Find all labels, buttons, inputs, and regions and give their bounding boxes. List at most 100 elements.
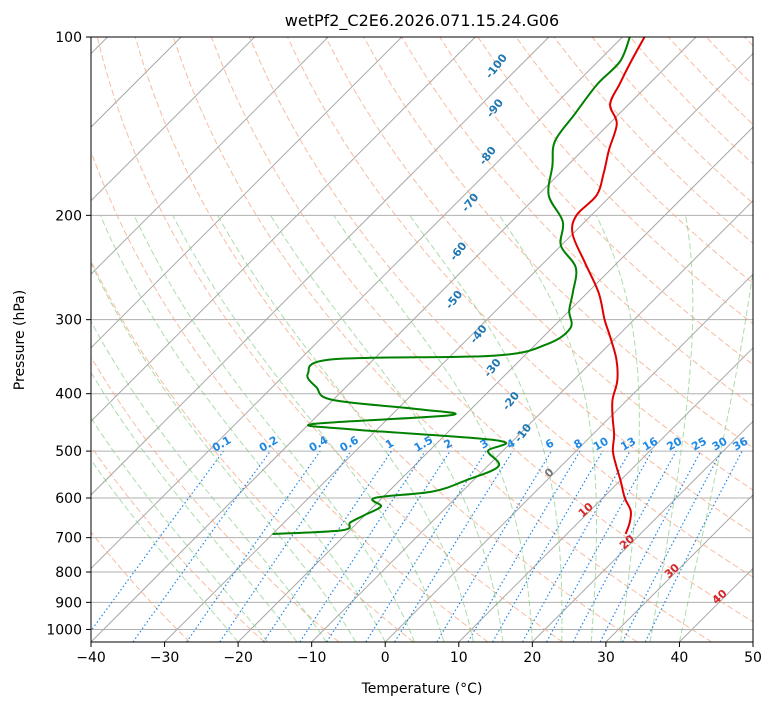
x-tick-label: 0: [381, 650, 390, 666]
line-labels: 0.1 0.2 0.4 0.6 1 1.5 2 3 4 6 8 10 13 16 20 25 30 3601020…: [210, 51, 750, 607]
mixing-ratio-line: [132, 450, 271, 642]
dry-adiabat-label: -70: [459, 191, 482, 215]
moist-adiabat-line: [91, 261, 357, 642]
dry-adiabat-line: [172, 37, 713, 642]
dry-adiabat-line: [210, 37, 753, 623]
mixing-ratio-line: [572, 450, 677, 642]
x-tick-label: 10: [450, 650, 468, 666]
mixing-ratio-line: [186, 450, 321, 642]
mixing-ratio-line: [394, 450, 514, 642]
x-tick-label: 40: [671, 650, 689, 666]
x-tick-label: −20: [223, 650, 253, 666]
moist-adiabat-line: [595, 215, 640, 642]
temperature-line: [571, 37, 646, 535]
y-tick-label: 400: [55, 387, 82, 403]
y-tick-label: 800: [55, 565, 82, 581]
dry-adiabat-line: [91, 445, 265, 642]
moist-adiabat-line: [649, 215, 694, 642]
moist-adiabat-line: [678, 266, 753, 642]
isotherm-line: [91, 37, 329, 275]
dry-adiabat-label: -10: [512, 421, 535, 445]
dry-adiabat-line: [91, 259, 414, 642]
y-tick-label: 1000: [46, 622, 82, 638]
profile-lines: [272, 37, 646, 535]
mixing-ratio-line: [219, 450, 352, 642]
moist-adiabat-line: [333, 215, 533, 642]
isotherm-line: [605, 494, 753, 642]
dry-adiabat-line: [439, 37, 753, 366]
dewpoint-line: [272, 37, 631, 535]
x-tick-label: 20: [523, 650, 541, 666]
dry-adiabat-line: [744, 37, 753, 47]
dry-adiabat-line: [91, 356, 340, 642]
isotherm-line: [531, 420, 753, 642]
plot-frame: [90, 36, 754, 643]
dry-adiabat-label: -20: [500, 389, 523, 413]
moist-adiabat-line: [270, 215, 504, 642]
isotherm-line: [91, 37, 256, 202]
dry-adiabat-line: [91, 150, 489, 642]
isotherm-line: [311, 199, 753, 642]
isotherm-label: 40: [710, 587, 730, 607]
isotherm-label: 10: [576, 500, 596, 520]
y-tick-label: 500: [55, 444, 82, 460]
mixing-ratio-line: [262, 450, 392, 642]
background-lines: [91, 37, 753, 642]
y-tick-label: 600: [55, 491, 82, 507]
isotherm-line: [237, 126, 753, 642]
moist-adiabat-line: [91, 320, 327, 642]
dry-adiabat-line: [91, 531, 191, 642]
moist-adiabat-line: [133, 215, 416, 642]
dry-adiabat-line: [96, 37, 563, 642]
isotherm-line: [91, 37, 476, 423]
dry-adiabat-line: [705, 37, 753, 86]
dry-adiabat-label: -30: [481, 356, 504, 380]
isotherm-line: [752, 641, 753, 642]
mixing-ratio-label: 2: [442, 437, 455, 452]
mixing-ratio-line: [521, 450, 631, 642]
dry-adiabat-line: [591, 37, 753, 204]
dry-adiabat-line: [401, 37, 753, 407]
isotherm-line: [91, 37, 697, 642]
x-axis-label: Temperature (°C): [361, 681, 483, 697]
x-axis: −40 −30 −20 −10 0 10 20 30 40 50: [76, 642, 762, 666]
dry-adiabat-label: -40: [467, 322, 490, 346]
x-tick-label: 50: [744, 650, 762, 666]
moist-adiabat-line: [409, 215, 563, 642]
isotherm-line: [91, 37, 623, 570]
isotherm-line: [91, 37, 550, 496]
mixing-ratio-line: [546, 450, 653, 642]
y-axis-label: Pressure (hPa): [12, 290, 28, 390]
x-tick-label: −30: [150, 650, 180, 666]
dry-adiabat-label: -50: [443, 288, 466, 312]
chart-title: wetPf2_C2E6.2026.071.15.24.G06: [285, 11, 559, 31]
x-tick-label: −10: [297, 650, 327, 666]
isotherm-line: [679, 567, 753, 642]
dry-adiabat-line: [134, 37, 638, 642]
mixing-ratio-line: [91, 450, 224, 632]
y-tick-label: 200: [55, 208, 82, 224]
moist-adiabat-line: [498, 215, 597, 642]
isotherm-line: [164, 52, 753, 642]
mixing-ratio-line: [644, 450, 743, 642]
dry-adiabat-line: [515, 37, 753, 284]
y-tick-label: 900: [55, 595, 82, 611]
moist-adiabat-line: [91, 416, 268, 642]
x-tick-label: 30: [597, 650, 615, 666]
mixing-ratio-line: [467, 450, 581, 642]
isotherm-line: [384, 273, 753, 642]
y-tick-label: 700: [55, 531, 82, 547]
mixing-ratio-line: [326, 450, 451, 642]
y-tick-label: 300: [55, 313, 82, 329]
moist-adiabat-line: [172, 215, 445, 642]
moist-adiabat-line: [217, 215, 474, 642]
dry-adiabat-label: -90: [484, 96, 507, 120]
isotherm-line: [458, 347, 753, 642]
isotherm-line: [91, 37, 403, 349]
isotherm-label: 20: [617, 532, 637, 552]
dry-adiabat-label: -60: [447, 239, 470, 263]
y-tick-label: 100: [55, 30, 82, 46]
moist-adiabat-line: [91, 458, 239, 642]
mixing-ratio-line: [436, 450, 553, 642]
